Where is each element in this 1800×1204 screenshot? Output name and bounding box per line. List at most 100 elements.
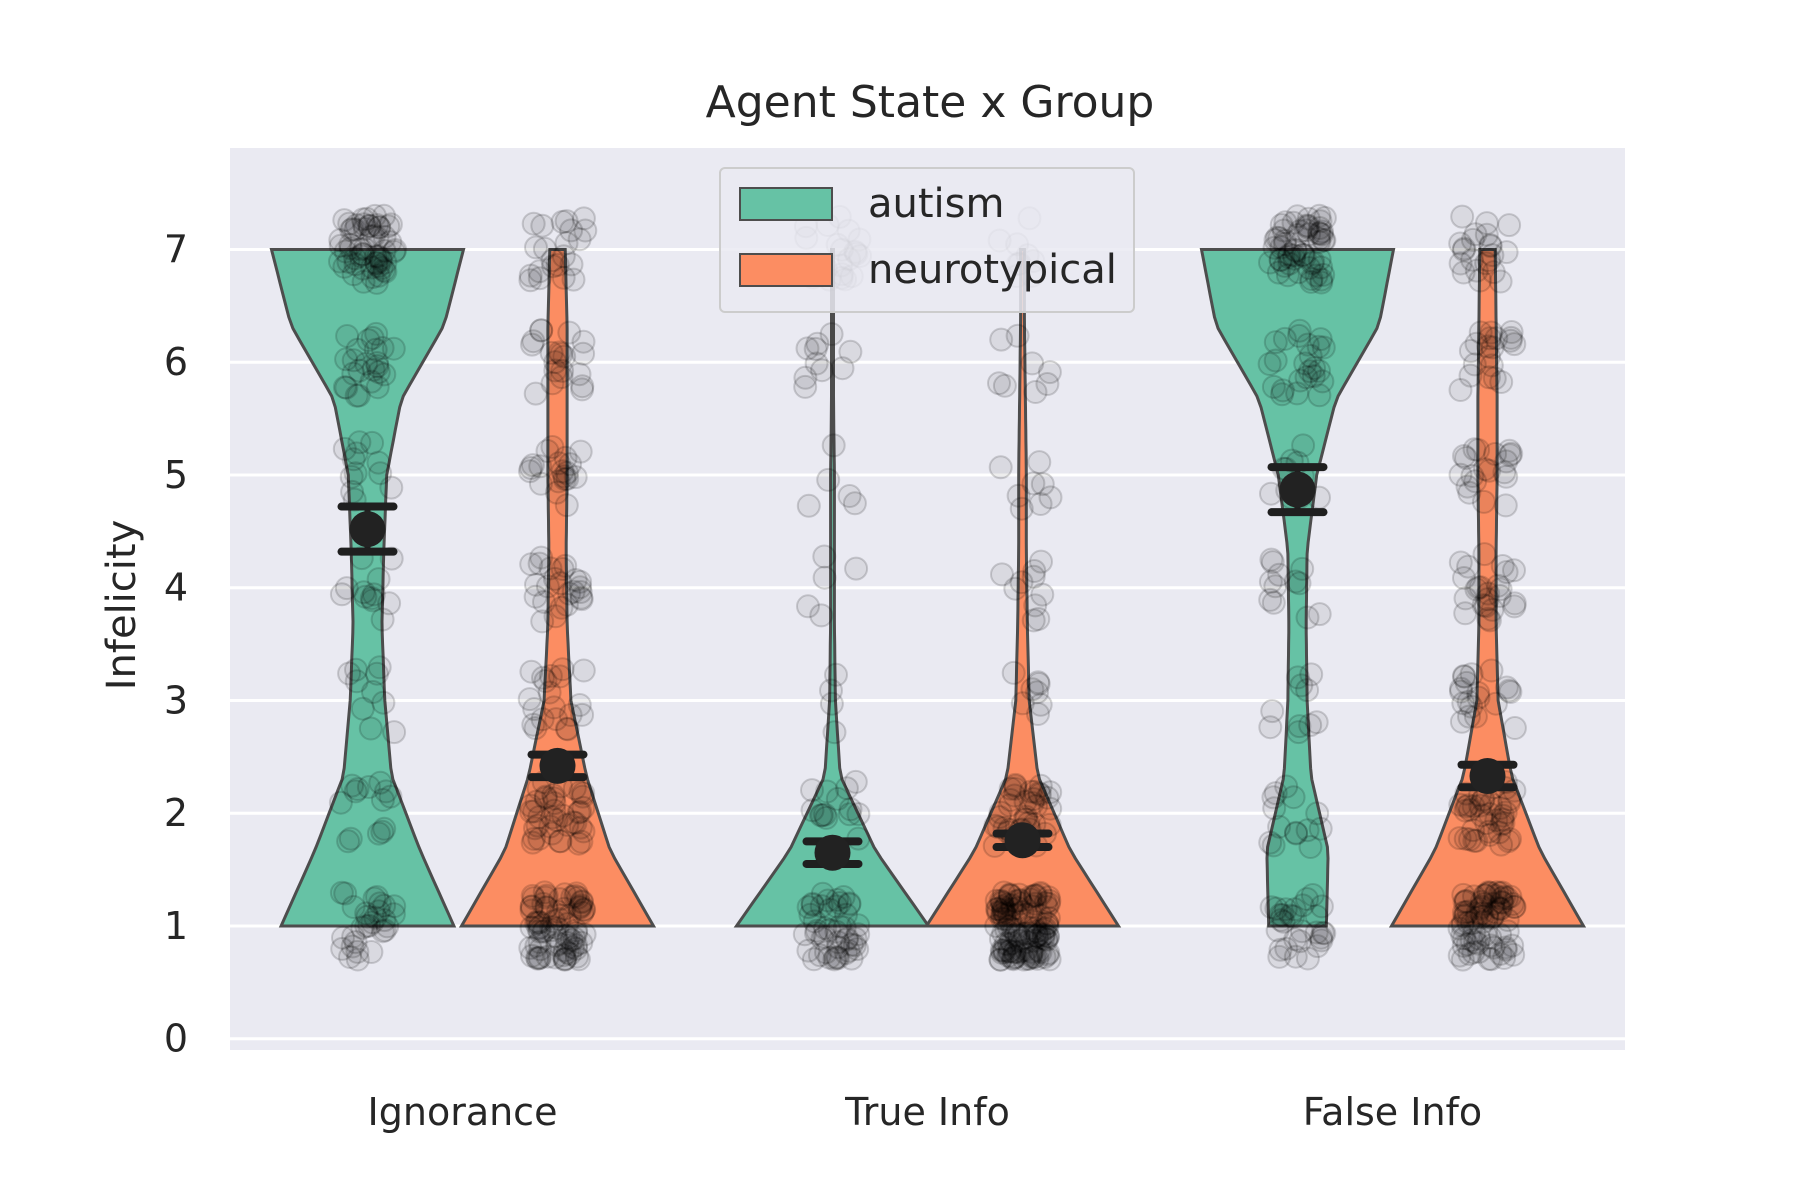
- data-point: [366, 567, 391, 592]
- data-point: [547, 903, 572, 928]
- data-point: [1302, 356, 1327, 381]
- data-point: [824, 662, 848, 687]
- y-tick-label: 3: [164, 678, 188, 722]
- data-point: [350, 207, 375, 232]
- data-point: [1307, 383, 1332, 408]
- violin-autism-false-info: [1199, 248, 1396, 928]
- data-point: [532, 590, 556, 614]
- data-point: [1003, 576, 1028, 601]
- data-point: [1452, 926, 1477, 951]
- data-point: [1019, 939, 1044, 964]
- data-point: [1297, 359, 1322, 384]
- data-point: [1466, 575, 1491, 600]
- data-point: [525, 909, 550, 934]
- data-point: [551, 943, 576, 968]
- data-point: [1502, 894, 1527, 919]
- data-point: [1037, 360, 1062, 385]
- data-point: [817, 918, 842, 942]
- data-point: [377, 591, 402, 616]
- data-point: [1026, 671, 1051, 696]
- data-point: [1475, 903, 1500, 928]
- data-point: [1497, 213, 1522, 238]
- data-point: [800, 891, 825, 916]
- data-point: [563, 811, 588, 835]
- data-point: [839, 946, 864, 971]
- data-point: [544, 480, 569, 505]
- data-point: [1461, 794, 1486, 819]
- data-point: [1027, 922, 1052, 946]
- data-point: [1271, 218, 1296, 243]
- data-point: [997, 883, 1022, 908]
- data-point: [356, 775, 381, 799]
- data-point: [1028, 882, 1053, 907]
- data-point: [361, 357, 386, 382]
- data-point: [1294, 218, 1319, 243]
- data-point: [332, 436, 357, 461]
- data-point: [354, 914, 379, 939]
- data-point: [363, 244, 388, 269]
- data-point: [555, 466, 580, 491]
- data-point: [1479, 933, 1504, 958]
- data-point: [1453, 798, 1478, 823]
- data-point: [365, 354, 390, 379]
- data-point: [544, 933, 569, 958]
- data-point: [1498, 328, 1523, 353]
- data-point: [524, 572, 548, 597]
- data-point: [800, 892, 825, 917]
- data-point: [1282, 897, 1307, 922]
- data-point: [1480, 597, 1505, 622]
- data-point: [1036, 941, 1061, 965]
- data-point: [1474, 251, 1499, 276]
- data-point: [1457, 942, 1482, 966]
- data-point: [1000, 893, 1025, 918]
- data-point: [340, 934, 365, 959]
- data-point: [1261, 833, 1286, 858]
- data-point: [1294, 365, 1319, 390]
- data-point: [1312, 921, 1337, 946]
- data-point: [1020, 351, 1045, 376]
- data-point: [565, 944, 590, 969]
- legend-label-autism: autism: [868, 181, 1004, 227]
- data-point: [564, 936, 589, 961]
- data-point: [328, 249, 352, 274]
- data-point: [571, 341, 596, 366]
- data-point: [571, 206, 596, 231]
- data-point: [1482, 366, 1507, 391]
- data-point: [991, 921, 1016, 946]
- data-point: [1299, 269, 1324, 294]
- data-point: [518, 459, 542, 484]
- data-point: [568, 799, 593, 824]
- data-point: [1002, 945, 1027, 970]
- data-point: [1464, 828, 1489, 853]
- data-point: [360, 255, 384, 280]
- data-point: [559, 218, 584, 243]
- data-point: [1035, 372, 1060, 396]
- data-point: [569, 587, 594, 612]
- data-point: [542, 798, 567, 823]
- data-point: [1309, 255, 1334, 280]
- data-point: [997, 939, 1022, 964]
- data-point: [521, 329, 546, 354]
- data-point: [988, 927, 1013, 951]
- data-point: [1462, 884, 1486, 909]
- data-point: [530, 707, 555, 732]
- data-point: [1305, 801, 1330, 826]
- data-point: [1500, 892, 1525, 916]
- data-point: [557, 581, 582, 606]
- data-point: [1010, 900, 1035, 925]
- data-point: [1472, 909, 1496, 934]
- data-point: [1025, 680, 1050, 705]
- data-point: [355, 904, 380, 929]
- data-point: [819, 678, 843, 703]
- data-point: [809, 894, 834, 919]
- data-point: [1494, 240, 1519, 265]
- data-point: [572, 897, 597, 922]
- data-point: [553, 553, 578, 578]
- data-point: [1461, 940, 1486, 965]
- data-point: [518, 935, 543, 960]
- data-point: [1495, 908, 1520, 932]
- data-point: [801, 947, 826, 972]
- data-point: [845, 937, 870, 962]
- data-point: [1478, 925, 1503, 950]
- data-point: [1452, 664, 1477, 689]
